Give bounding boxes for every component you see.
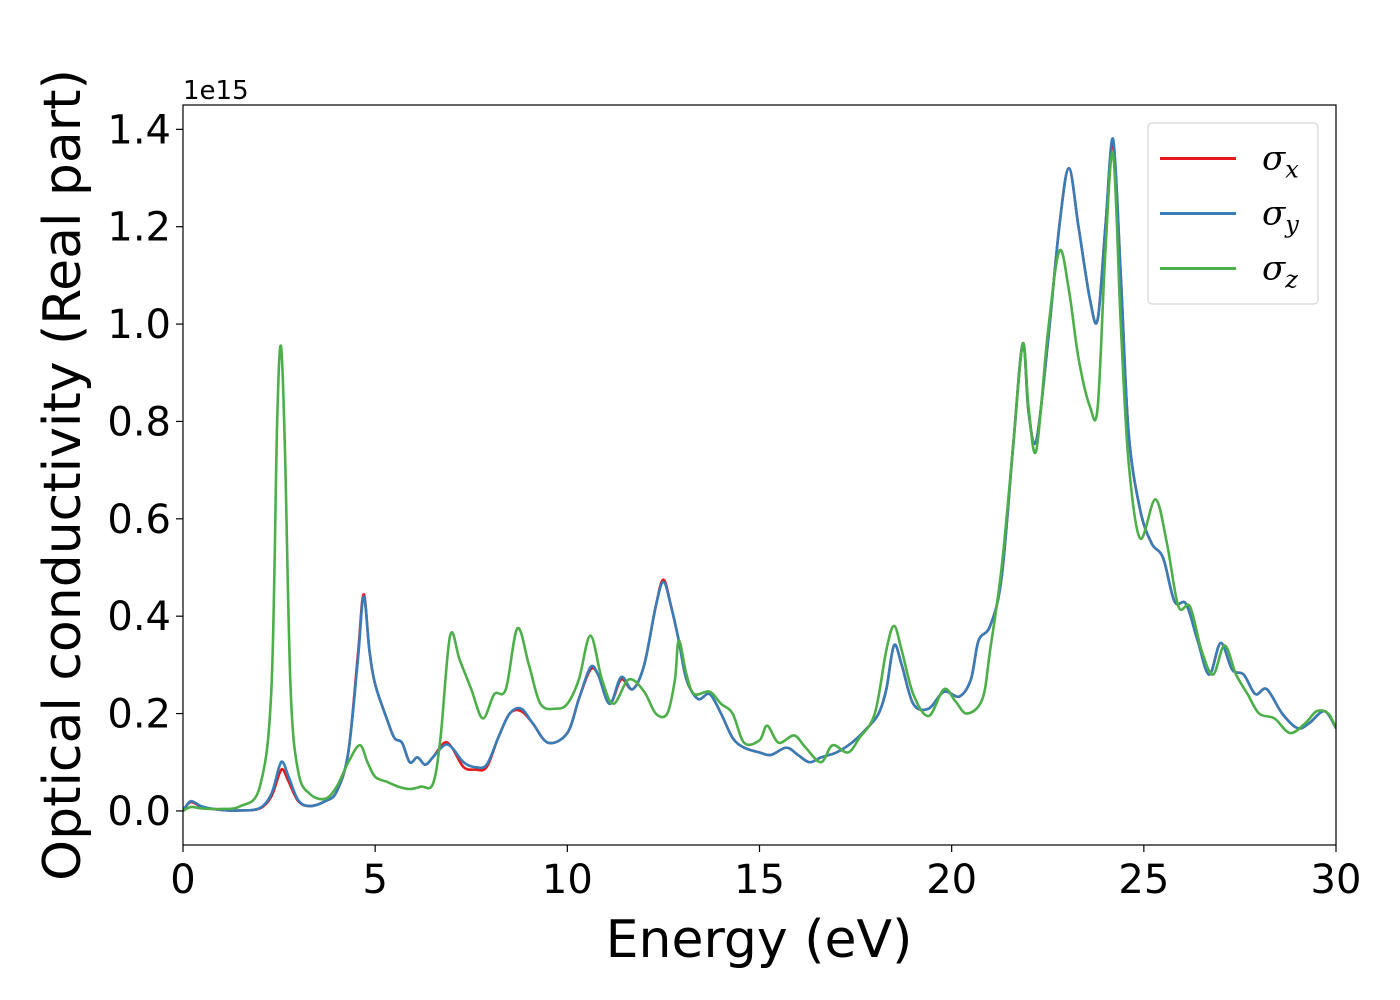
y-tick-label: 1.4 xyxy=(107,107,171,153)
y-tick-label: 0.2 xyxy=(107,692,171,738)
x-tick-label: 30 xyxy=(1311,857,1362,903)
y-tick-label: 1.2 xyxy=(107,205,171,251)
x-tick-label: 10 xyxy=(542,857,593,903)
legend-label-y: σy xyxy=(1262,194,1299,239)
y-axis-title: Optical conductivity (Real part) xyxy=(33,69,93,881)
x-tick-label: 15 xyxy=(734,857,785,903)
ticks-layer: 0 5 10 15 20 25 30 0.0 0.2 0.4 0.6 0.8 1.0 1.2 1.4 xyxy=(107,107,1361,903)
series-line-y xyxy=(183,137,1336,812)
x-axis-title: Energy (eV) xyxy=(606,910,913,970)
series-layer xyxy=(183,137,1336,813)
y-tick-label: 0.4 xyxy=(107,594,171,640)
y-tick-label: 0.6 xyxy=(107,497,171,543)
y-tick-label: 0.8 xyxy=(107,399,171,445)
legend-label-z: σz xyxy=(1262,249,1298,294)
y-tick-label: 0.0 xyxy=(107,789,171,835)
x-tick-label: 20 xyxy=(926,857,977,903)
x-tick-label: 0 xyxy=(170,857,195,903)
y-tick-label: 1.0 xyxy=(107,302,171,348)
legend-label-x: σx xyxy=(1262,139,1299,184)
series-line-z xyxy=(183,150,1336,813)
legend: σx σy σz xyxy=(1147,122,1319,305)
x-tick-label: 25 xyxy=(1118,857,1169,903)
x-tick-label: 5 xyxy=(362,857,387,903)
y-offset-label: 1e15 xyxy=(183,76,249,106)
